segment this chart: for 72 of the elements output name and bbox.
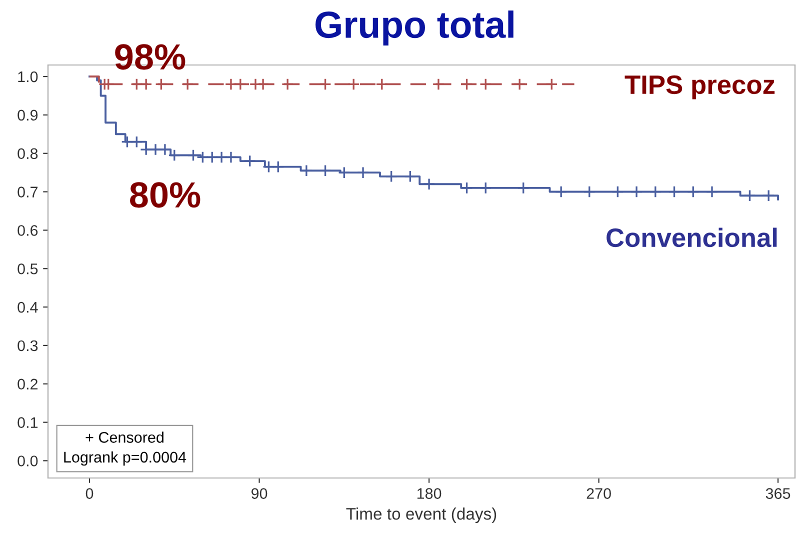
point <box>121 136 134 148</box>
point <box>272 160 284 174</box>
point <box>168 149 181 162</box>
y-tick-label: 0.2 <box>18 378 38 390</box>
y-tick-label: 0.9 <box>18 110 38 121</box>
point <box>356 166 370 179</box>
point <box>554 186 568 198</box>
point <box>130 136 143 148</box>
point <box>376 78 388 90</box>
point <box>281 78 294 90</box>
y-tick-label: 0.8 <box>18 148 38 160</box>
point <box>224 150 238 164</box>
point <box>181 78 194 90</box>
point <box>762 189 775 202</box>
point <box>432 78 445 90</box>
point <box>319 164 332 177</box>
x-tick-label: 270 <box>586 488 611 499</box>
point <box>262 160 275 174</box>
point <box>154 78 168 90</box>
point <box>422 178 436 190</box>
annotation: 80% <box>130 182 200 208</box>
y-tick-label: 1.0 <box>18 71 38 82</box>
annotation: Logrank p=0.0004 <box>64 451 186 466</box>
chart-title: Grupo total <box>316 10 514 46</box>
point <box>224 78 238 90</box>
y-tick-label: 0.6 <box>18 225 38 236</box>
point <box>300 164 313 177</box>
point <box>196 150 209 164</box>
point <box>215 150 228 164</box>
x-tick-label: 180 <box>417 488 442 499</box>
annotation: + Censored <box>86 432 164 443</box>
y-tick-label: 0.5 <box>18 263 38 274</box>
point <box>460 182 473 194</box>
point <box>338 166 350 179</box>
x-tick-label: 0 <box>86 488 94 499</box>
point <box>234 78 247 90</box>
point <box>513 78 526 90</box>
point <box>479 78 492 90</box>
point <box>385 170 398 183</box>
annotation: 98% <box>115 44 186 70</box>
y-tick-label: 0.3 <box>18 340 38 352</box>
point <box>460 78 473 90</box>
y-tick-label: 0.0 <box>18 456 38 466</box>
annotation: TIPS precoz <box>624 75 775 100</box>
point <box>706 186 718 198</box>
y-tick-label: 0.7 <box>18 186 38 198</box>
x-axis-title: Time to event (days) <box>346 508 496 524</box>
point <box>630 186 643 198</box>
point <box>583 186 596 198</box>
point <box>668 186 680 198</box>
y-tick-label: 0.4 <box>18 302 38 313</box>
point <box>545 78 558 90</box>
point <box>256 78 270 90</box>
point <box>130 78 143 90</box>
point <box>744 189 756 202</box>
point <box>140 78 152 90</box>
x-tick-label: 365 <box>766 488 790 499</box>
y-tick-label: 0.1 <box>18 417 38 428</box>
point <box>244 154 256 168</box>
point <box>686 186 700 198</box>
point <box>206 150 218 164</box>
point <box>187 149 200 162</box>
point <box>102 78 115 90</box>
point <box>517 182 530 194</box>
x-tick-label: 90 <box>251 488 268 499</box>
point <box>479 182 492 194</box>
point <box>611 186 624 198</box>
point <box>319 78 332 90</box>
point <box>649 186 662 198</box>
annotation: Convencional <box>606 228 777 248</box>
point <box>347 78 360 90</box>
point <box>404 170 416 183</box>
